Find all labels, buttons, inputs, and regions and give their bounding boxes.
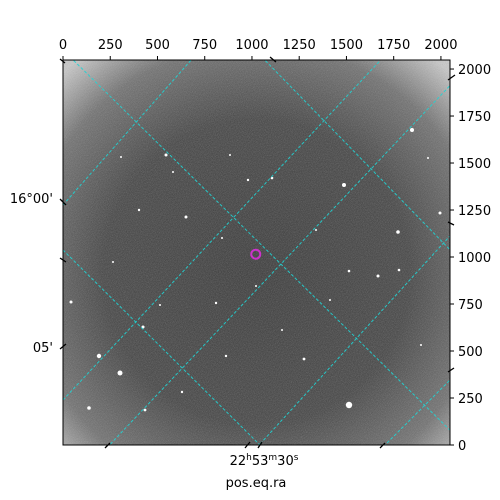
star [164,153,168,157]
x-tick-label: 0 [59,38,67,53]
star [345,401,353,409]
world-tick-mark [59,198,67,206]
target-circle [250,248,262,260]
sky-image [63,60,450,445]
star [329,299,331,301]
star [397,268,401,272]
y-tick-label: 1750 [458,110,491,125]
star [342,183,346,187]
star [221,237,223,239]
world-tick-mark [447,221,455,226]
dec-tick-label-1600: 16°00' [10,192,53,207]
star [376,274,380,278]
x-tick-label: 1250 [283,38,316,53]
y-tick-label: 1500 [458,157,491,172]
star [281,329,283,331]
dec-tick-label-05: 05' [33,341,53,356]
star [270,176,274,180]
plot-frame [62,59,451,446]
star [141,325,145,329]
star [137,208,141,212]
star [302,357,306,361]
star [180,390,184,394]
star [420,344,422,346]
x-tick-label: 1000 [235,38,268,53]
x-tick-label: 1500 [330,38,363,53]
world-tick-mark [244,441,251,449]
grid-line [108,84,450,445]
star [214,301,218,305]
world-axis-ticks [59,56,456,449]
star [255,285,257,287]
star [410,128,414,132]
world-tick-mark [59,343,67,350]
x-axis-label: pos.eq.ra [226,476,287,491]
star [172,171,174,173]
grid-line [264,60,450,251]
world-tick-mark [59,257,67,263]
grid-line [384,379,450,445]
star [229,154,231,156]
grid-line [63,60,192,206]
y-tick-label: 1250 [458,204,491,219]
y-tick-label: 1000 [458,251,491,266]
star [112,261,114,263]
world-tick-mark [447,367,455,373]
grid-line [72,60,450,431]
star [347,269,351,273]
star [87,406,91,410]
star [159,304,161,306]
pixel-y-axis: 0 250 500 750 1000 1250 1500 1750 2000 [450,63,491,454]
y-tick-label: 750 [458,298,483,313]
star [427,157,429,159]
x-tick-label: 2000 [424,38,457,53]
world-tick-mark [447,74,456,81]
star [184,215,188,219]
coordinate-grid [63,60,450,445]
world-tick-mark [257,441,263,449]
x-tick-label: 250 [98,38,123,53]
star-field [69,128,442,412]
ra-tick-label: 22h53m30s [230,453,299,469]
grid-line [63,249,261,445]
star [143,408,147,412]
y-tick-label: 2000 [458,63,491,78]
target-marker [250,248,262,260]
star [120,156,122,158]
x-tick-label: 500 [145,38,170,53]
star [96,353,102,359]
world-tick-mark [269,56,277,63]
x-tick-label: 1750 [377,38,410,53]
star [224,354,228,358]
y-tick-label: 250 [458,392,483,407]
y-tick-label: 0 [458,439,466,454]
star [117,370,123,376]
star [396,230,400,234]
world-tick-mark [59,58,66,64]
world-tick-mark [379,442,386,449]
grid-line [258,235,450,445]
y-tick-label: 500 [458,345,483,360]
star [69,300,73,304]
star [246,178,250,182]
star [438,211,442,215]
world-tick-mark [104,442,111,449]
x-tick-label: 750 [192,38,217,53]
star [315,229,317,231]
pixel-x-axis: 0 250 500 750 1000 1250 1500 1750 2000 [59,38,457,60]
